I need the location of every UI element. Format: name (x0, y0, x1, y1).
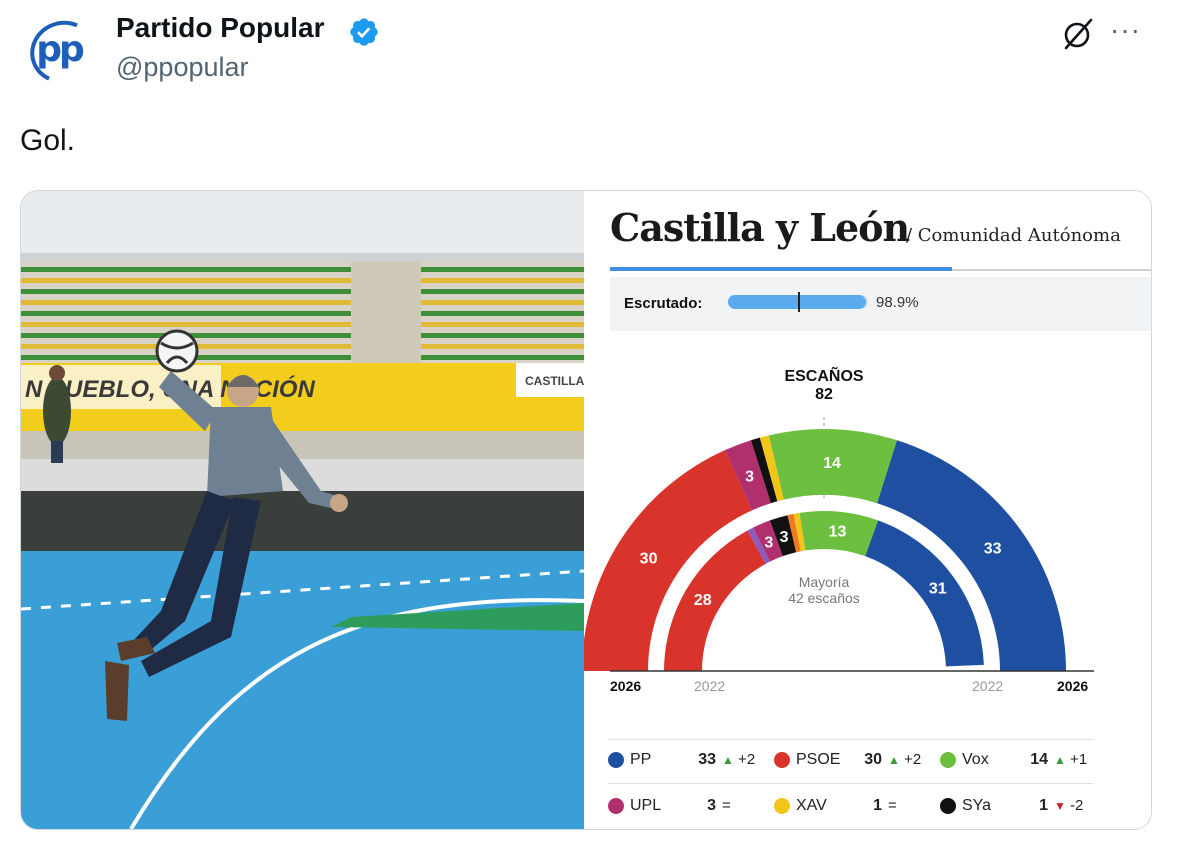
legend-dot (774, 798, 790, 814)
arc-label-2026-vox: 14 (823, 455, 841, 472)
arc-label-2026-pp: 33 (984, 541, 1002, 558)
legend-party: PP (630, 751, 652, 768)
legend-delta: ▲ +1 (1054, 751, 1088, 768)
seats-label: ESCAÑOS (784, 365, 863, 385)
legend-dot (940, 798, 956, 814)
legend-item-upl: UPL 3 = (608, 797, 768, 817)
legend-dot (940, 752, 956, 768)
majority-seats: 42 escaños (788, 590, 860, 606)
legend-item-sya: SYa 1 ▼ -2 (940, 797, 1100, 817)
arc-2026-psoe-0 (584, 450, 753, 671)
legend-delta: ▲ +2 (888, 751, 922, 768)
arc-2022-xav-5 (793, 512, 806, 552)
election-graphic: Castilla y León / Comunidad Autónoma Esc… (584, 191, 1151, 829)
majority-label: Mayoría (799, 574, 850, 590)
arc-label-2022-pp: 31 (929, 581, 947, 598)
legend-party: UPL (630, 797, 662, 814)
year-inner-right: 2022 (972, 678, 1003, 694)
arc-2026-upl-1 (725, 440, 771, 511)
legend-rule-top (608, 739, 1093, 740)
arc-2022-vox-6 (799, 511, 879, 557)
legend-seats: 1 (1039, 797, 1048, 814)
arc-2022-sya-3 (769, 515, 797, 557)
media-card[interactable]: N PUEBLO, UNA NACIÓN CASTILLA Castilla y… (20, 190, 1152, 830)
author-name[interactable]: Partido Popular (116, 12, 325, 43)
pp-logo: pp (21, 11, 105, 92)
arc-2026-xav-3 (759, 435, 784, 502)
year-outer-right: 2026 (1057, 678, 1088, 694)
legend-item-vox: Vox 14 ▲ +1 (940, 751, 1100, 771)
legend-party: SYa (962, 797, 992, 814)
more-options-icon[interactable]: ··· (1110, 14, 1141, 45)
arc-label-2022-upl: 3 (764, 534, 773, 551)
seats-total: 82 (815, 386, 833, 403)
year-inner-left: 2022 (694, 678, 725, 694)
legend-dot (774, 752, 790, 768)
scrutiny-box: Escrutado: 98.9% (610, 277, 1151, 331)
legend-delta: ▲ +2 (722, 751, 756, 768)
arc-label-2022-vox: 13 (829, 524, 847, 541)
graphic-subtitle: / Comunidad Autónoma (906, 225, 1121, 246)
arc-label-2026-psoe: 30 (640, 550, 658, 567)
scrutiny-marker (798, 292, 800, 312)
legend-rule-mid (608, 783, 1093, 784)
scrutiny-label: Escrutado: (624, 295, 703, 312)
legend-party: PSOE (796, 751, 841, 768)
legend-delta: = (722, 797, 731, 814)
legend: PP 33 ▲ +2 PSOE 30 ▲ +2 Vox 14 ▲ +1 UPL 3 = XAV 1 = SYa… (584, 739, 1151, 829)
scrutiny-progress (728, 292, 868, 312)
graphic-title: Castilla y León (610, 205, 910, 250)
legend-dot (608, 752, 624, 768)
legend-item-psoe: PSOE 30 ▲ +2 (774, 751, 934, 771)
legend-item-pp: PP 33 ▲ +2 (608, 751, 768, 771)
arc-2022-upl-2 (753, 520, 783, 562)
grok-icon[interactable] (1060, 16, 1096, 52)
arc-2022-other-1 (747, 527, 770, 564)
tweet-text: Gol. (20, 124, 76, 157)
verified-badge-icon[interactable] (348, 16, 380, 48)
legend-seats: 1 (873, 797, 882, 814)
author-handle[interactable]: @ppopular (116, 52, 249, 82)
arc-label-2022-psoe: 28 (694, 592, 712, 609)
scrutiny-percent: 98.9% (876, 294, 919, 311)
legend-delta: ▼ -2 (1054, 797, 1084, 814)
scrutiny-progress-fill (728, 295, 867, 309)
arc-2022-other-4 (787, 513, 801, 553)
arc-label-2026-upl: 3 (745, 469, 754, 486)
legend-seats: 33 (698, 751, 716, 768)
arc-2026-vox-4 (768, 429, 898, 504)
legend-delta: = (888, 797, 897, 814)
arc-2022-pp-7 (865, 520, 984, 667)
title-rule-accent (610, 267, 952, 271)
legend-dot (608, 798, 624, 814)
hemicycle-chart: ESCAÑOS 82 Mayoría 42 escaños 3031433283… (584, 365, 1094, 694)
legend-party: XAV (796, 797, 827, 814)
banner-right-text: CASTILLA (525, 374, 584, 388)
legend-party: Vox (962, 751, 989, 768)
arc-2026-sya-2 (750, 437, 778, 504)
year-outer-left: 2026 (610, 678, 641, 694)
avatar[interactable]: pp (21, 11, 105, 92)
legend-item-xav: XAV 1 = (774, 797, 934, 817)
handball-photo[interactable]: N PUEBLO, UNA NACIÓN CASTILLA (21, 191, 584, 829)
legend-seats: 14 (1030, 751, 1048, 768)
legend-seats: 3 (707, 797, 716, 814)
arc-2026-pp-5 (877, 440, 1066, 671)
arc-2022-psoe-0 (664, 530, 766, 671)
arc-label-2022-sya: 3 (780, 529, 789, 546)
legend-seats: 30 (864, 751, 882, 768)
